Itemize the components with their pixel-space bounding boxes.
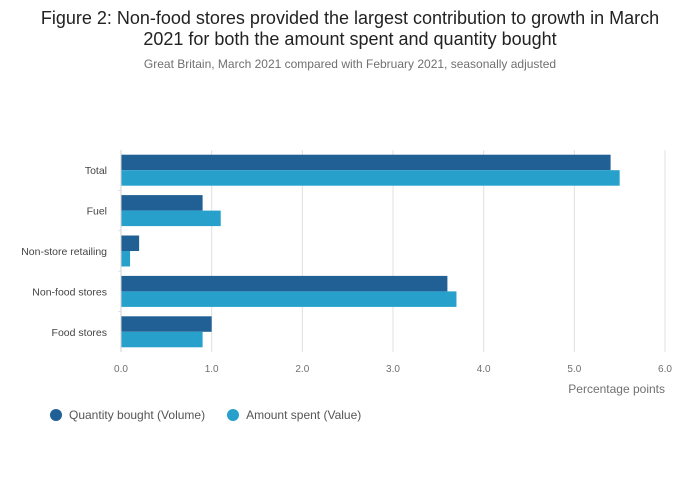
- legend-marker-value: [227, 409, 240, 421]
- bar-volume: [121, 235, 140, 251]
- legend-item-value[interactable]: Amount spent (Value): [227, 408, 361, 422]
- x-tick-label: 4.0: [477, 364, 491, 375]
- x-tick-label: 2.0: [295, 364, 309, 375]
- y-category-label: Fuel: [87, 206, 107, 218]
- bar-volume: [121, 275, 448, 292]
- bar-value: [121, 251, 131, 267]
- y-category-label: Non-food stores: [32, 286, 107, 298]
- legend-marker-volume: [50, 409, 62, 421]
- legend-label-value: Amount spent (Value): [246, 408, 362, 422]
- legend-label-volume: Quantity bought (Volume): [69, 408, 206, 422]
- bar-value: [121, 291, 457, 307]
- x-tick-label: 1.0: [205, 364, 219, 375]
- bar-volume: [121, 316, 212, 332]
- x-tick-label: 5.0: [567, 364, 581, 375]
- x-tick-label: 3.0: [386, 364, 400, 375]
- chart-legend: Quantity bought (Volume) Amount spent (V…: [50, 408, 383, 422]
- y-category-label: Total: [85, 165, 107, 177]
- x-tick-label: 6.0: [658, 364, 672, 375]
- legend-item-volume[interactable]: Quantity bought (Volume): [50, 408, 205, 422]
- bar-value: [121, 170, 620, 186]
- x-tick-label: 0.0: [114, 364, 128, 375]
- chart-subtitle: Great Britain, March 2021 compared with …: [143, 57, 557, 71]
- chart-title: Figure 2: Non-food stores provided the l…: [40, 8, 660, 49]
- y-category-label: Food stores: [52, 327, 107, 339]
- bar-volume: [121, 154, 611, 171]
- bar-value: [121, 210, 221, 227]
- y-category-label: Non-store retailing: [21, 246, 107, 258]
- bar-value: [121, 331, 203, 348]
- x-axis-title: Percentage points: [568, 382, 665, 396]
- bar-volume: [121, 195, 203, 211]
